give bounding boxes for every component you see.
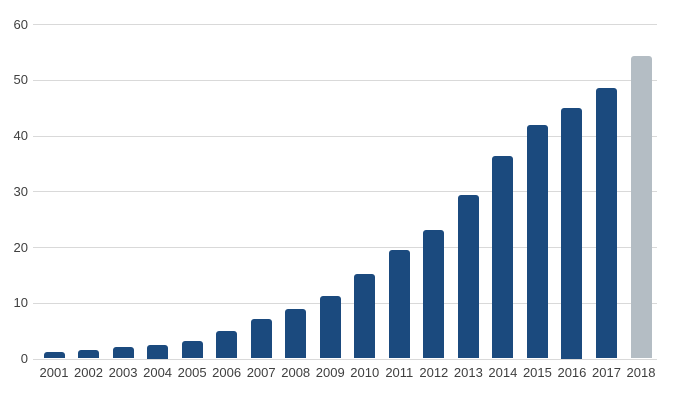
x-axis-label-2015: 2015 [522,365,552,380]
bar-2015 [526,125,548,359]
x-axis-label-2008: 2008 [281,365,311,380]
bar-2006 [216,331,238,359]
bar-2013 [457,195,479,359]
x-axis-label-2002: 2002 [74,365,103,380]
x-axis-label-2017: 2017 [592,365,621,380]
gridline-10 [33,302,657,304]
bar-2012 [423,230,445,359]
gridline-0 [33,358,657,360]
gridline-20 [33,247,657,248]
bar-2001 [43,351,65,359]
bar-2003 [112,347,134,359]
bar-2011 [388,250,410,359]
x-axis-label-2010: 2010 [350,365,380,380]
bar-2018 [630,56,652,359]
gridline-30 [33,191,657,193]
y-axis-tick-label-0: 0 [20,351,28,366]
bar-2007 [250,319,272,359]
y-axis-tick-label-20: 20 [13,239,28,255]
bar-2004 [147,344,169,359]
bar-2017 [595,88,617,359]
x-axis-label-2014: 2014 [488,365,518,380]
gridline-50 [33,79,657,81]
x-axis-label-2016: 2016 [557,365,587,380]
x-axis-label-2012: 2012 [419,365,449,380]
x-axis-label-2009: 2009 [315,365,345,380]
y-axis-tick-label-60: 60 [13,16,28,32]
x-axis-label-2007: 2007 [246,365,276,380]
x-axis-label-2005: 2005 [177,365,207,380]
y-axis-tick-label-10: 10 [13,295,28,311]
x-axis-label-2003: 2003 [108,365,138,380]
bar-2016 [561,107,583,359]
bar-2005 [181,341,203,359]
y-axis-tick-label-40: 40 [13,128,28,143]
bar-2010 [354,273,376,359]
bar-2009 [319,296,341,359]
x-axis-label-2013: 2013 [453,365,483,380]
x-axis-label-2004: 2004 [143,365,173,380]
y-axis-tick-label-30: 30 [13,183,28,199]
x-axis-label-2001: 2001 [39,365,69,380]
x-axis-label-2006: 2006 [212,365,242,380]
bar-2002 [78,349,100,359]
gridline-40 [33,135,657,137]
bar-2008 [285,309,307,359]
bar-2014 [492,156,514,359]
x-axis-label-2011: 2011 [385,365,414,380]
x-axis-label-2018: 2018 [626,365,656,380]
y-axis-tick-label-50: 50 [13,72,28,88]
gridline-60 [33,24,657,25]
